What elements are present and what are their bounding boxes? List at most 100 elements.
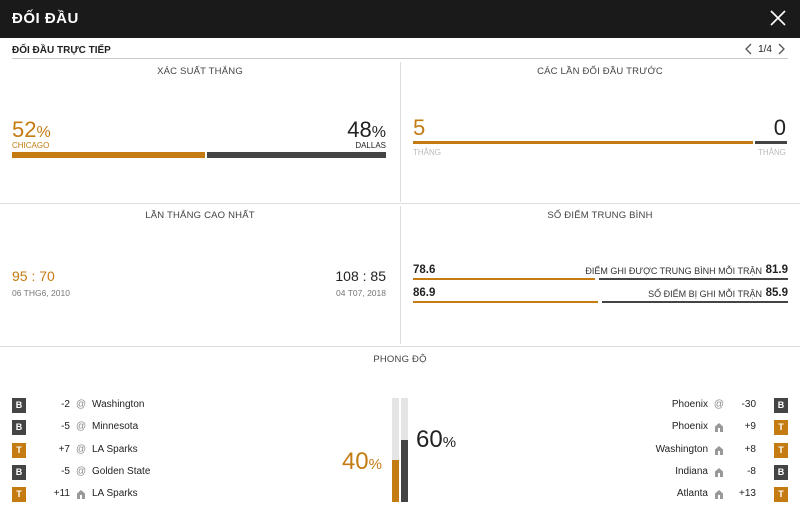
result-badge: T: [774, 443, 788, 458]
result-badge: B: [774, 465, 788, 480]
win-prob-right-bar: [207, 152, 386, 158]
dialog-title: ĐỐI ĐẦU: [12, 10, 79, 27]
form-row: T +7 @ LA Sparks: [12, 443, 182, 459]
form-left-fill: [392, 460, 399, 502]
close-icon[interactable]: [768, 8, 788, 28]
past-left-label: THẮNG: [413, 148, 441, 157]
form-row: B -5 @ Golden State: [12, 465, 182, 481]
opponent-name: Phoenix: [671, 399, 708, 410]
opponent-name: Washington: [92, 399, 145, 410]
point-diff: -8: [747, 466, 756, 477]
point-diff: +13: [739, 488, 756, 499]
avg-right-value: 85.9: [765, 287, 788, 299]
avg-label: SỐ ĐIỂM BỊ GHI MỖI TRẬN: [648, 289, 762, 299]
form-row: B -2 @ Washington: [12, 398, 182, 414]
form-row: B -5 @ Minnesota: [12, 420, 182, 436]
opponent-name: Washington: [655, 444, 708, 455]
biggest-right-date: 04 T07, 2018: [336, 288, 386, 298]
divider: [12, 58, 788, 59]
past-right-label: THẮNG: [758, 148, 786, 157]
form-right-pct: 60%: [416, 426, 457, 453]
avg-left-value: 86.9: [413, 287, 436, 299]
past-right-wins: 0: [773, 115, 786, 140]
point-diff: -2: [61, 399, 70, 410]
result-badge: B: [12, 465, 26, 480]
point-diff: +8: [744, 444, 756, 455]
opponent-name: Golden State: [92, 466, 151, 477]
avg-row: 86.9 SỐ ĐIỂM BỊ GHI MỖI TRẬN 85.9: [413, 287, 788, 311]
past-left-bar: [413, 141, 753, 144]
form-row: Washington +8 T: [600, 443, 788, 459]
avg-right-value: 81.9: [765, 264, 788, 276]
result-badge: B: [774, 398, 788, 413]
past-right-bar: [755, 141, 787, 144]
win-prob-left-bar: [12, 152, 205, 158]
result-badge: T: [12, 487, 26, 502]
home-icon: [714, 422, 724, 432]
win-prob-left: 52%: [12, 117, 51, 142]
avg-left-value: 78.6: [413, 264, 436, 276]
form-row: Atlanta +13 T: [600, 487, 788, 503]
result-badge: T: [12, 443, 26, 458]
result-badge: B: [12, 420, 26, 435]
win-prob-right-team: DALLAS: [355, 141, 386, 150]
biggest-left-date: 06 THG6, 2010: [12, 288, 70, 298]
point-diff: +11: [53, 488, 70, 499]
point-diff: -5: [61, 466, 70, 477]
avg-left-underline: [413, 301, 598, 303]
opponent-name: LA Sparks: [92, 488, 138, 499]
avg-right-underline: [599, 278, 788, 280]
win-prob-right: 48%: [347, 117, 386, 142]
avg-left-underline: [413, 278, 595, 280]
point-diff: -5: [61, 421, 70, 432]
point-diff: -30: [741, 399, 756, 410]
opponent-name: Atlanta: [676, 488, 708, 499]
result-badge: B: [12, 398, 26, 413]
page-indicator: 1/4: [758, 43, 772, 55]
form-right-fill: [401, 439, 408, 502]
form-row: T +11 LA Sparks: [12, 487, 182, 503]
opponent-name: Indiana: [675, 466, 708, 477]
result-badge: T: [774, 420, 788, 435]
divider: [0, 203, 800, 204]
opponent-name: LA Sparks: [92, 444, 138, 455]
home-icon: [714, 489, 724, 499]
biggest-left-score: 95 : 70: [12, 268, 55, 284]
win-prob-title: XÁC SUẤT THẮNG: [157, 66, 243, 77]
chevron-right-icon[interactable]: [776, 43, 786, 55]
point-diff: +9: [744, 421, 756, 432]
away-marker: @: [76, 444, 87, 455]
home-icon: [714, 445, 724, 455]
divider: [0, 346, 800, 347]
pager: 1/4: [744, 43, 786, 55]
biggest-right-score: 108 : 85: [335, 268, 386, 284]
avg-right-underline: [602, 301, 788, 303]
home-icon: [76, 489, 86, 499]
top-bar: ĐỐI ĐẦU: [0, 0, 800, 38]
opponent-name: Minnesota: [92, 421, 139, 432]
result-badge: T: [774, 487, 788, 502]
home-icon: [714, 467, 724, 477]
past-left-wins: 5: [413, 115, 426, 140]
form-left-bar: [392, 398, 399, 502]
form-left-pct: 40%: [341, 448, 382, 475]
avg-row: 78.6 ĐIỂM GHI ĐƯỢC TRUNG BÌNH MỖI TRẬN 8…: [413, 264, 788, 288]
chevron-left-icon[interactable]: [744, 43, 754, 55]
avg-title: SỐ ĐIỂM TRUNG BÌNH: [547, 210, 653, 221]
opponent-name: Phoenix: [671, 421, 708, 432]
away-marker: @: [76, 466, 87, 477]
away-marker: @: [76, 399, 87, 410]
away-marker: @: [76, 421, 87, 432]
form-row: Phoenix +9 T: [600, 420, 788, 436]
form-right-bar: [401, 398, 408, 502]
biggest-title: LẦN THẮNG CAO NHẤT: [145, 210, 255, 221]
divider: [400, 62, 401, 202]
form-row: Indiana -8 B: [600, 465, 788, 481]
form-row: Phoenix @ -30 B: [600, 398, 788, 414]
divider: [400, 206, 401, 344]
away-marker: @: [713, 399, 724, 410]
win-prob-left-team: CHICAGO: [12, 141, 50, 150]
past-title: CÁC LẦN ĐỐI ĐẦU TRƯỚC: [537, 66, 663, 77]
avg-label: ĐIỂM GHI ĐƯỢC TRUNG BÌNH MỖI TRẬN: [585, 266, 762, 276]
form-title: PHONG ĐỘ: [373, 354, 427, 365]
